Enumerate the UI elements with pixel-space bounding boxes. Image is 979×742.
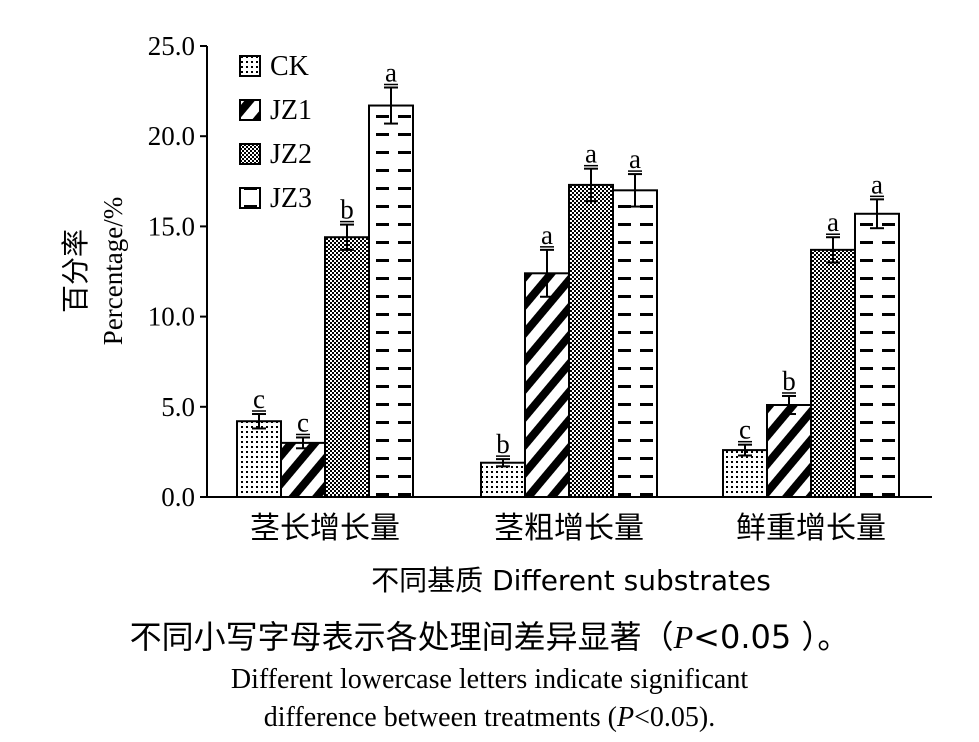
bar-jz1 <box>766 403 812 498</box>
legend-label-ck: CK <box>270 51 309 82</box>
bar-jz3 <box>854 212 900 498</box>
significance-letter: c <box>297 407 309 437</box>
caption-cn-p: P <box>673 619 694 655</box>
bar-jz1 <box>524 272 570 498</box>
caption-cn-text: 不同小写字母表示各处理间差异显著（ <box>129 618 674 656</box>
y-tick-label: 15.0 <box>148 211 195 241</box>
y-tick-label: 0.0 <box>161 482 195 512</box>
bar-ck <box>236 420 282 498</box>
bar-chart: 0.0 5.0 10.0 15.0 20.0 25.0 百分率 Percentage/% c b c… <box>59 31 932 597</box>
legend-label-jz1: JZ1 <box>270 95 312 126</box>
legend-swatch-jz1 <box>239 99 261 121</box>
legend: CK JZ1 JZ2 JZ3 <box>239 51 312 214</box>
bar-jz2 <box>324 236 370 498</box>
y-tick-label: 5.0 <box>161 392 195 422</box>
bar-jz2 <box>568 183 614 499</box>
x-tick-label: 鲜重增长量 <box>736 511 886 546</box>
x-tick-label: 茎粗增长量 <box>494 511 644 546</box>
bars <box>236 86 900 499</box>
bar-ck <box>722 449 768 499</box>
significance-letter: a <box>871 169 883 199</box>
legend-swatch-jz3 <box>239 187 261 209</box>
y-tick-label: 25.0 <box>148 31 195 61</box>
caption-en-tail: <0.05). <box>634 702 716 733</box>
significance-letter: b <box>782 366 796 396</box>
y-tick-label: 10.0 <box>148 302 195 332</box>
bar-jz3 <box>612 189 658 498</box>
legend-swatch-jz2 <box>239 143 261 165</box>
legend-label-jz3: JZ3 <box>270 183 312 214</box>
caption-english-line2: difference between treatments (P<0.05). <box>0 702 979 734</box>
caption-english-line1: Different lowercase letters indicate sig… <box>230 664 749 695</box>
significance-letter: c <box>253 384 265 414</box>
x-tick-label: 茎长增长量 <box>250 511 400 546</box>
significance-letter: a <box>585 139 597 169</box>
significance-letter: a <box>541 220 553 250</box>
bar-ck <box>480 461 526 498</box>
bar-jz3 <box>368 104 414 498</box>
bar-jz2 <box>810 248 856 498</box>
significance-letter: a <box>629 144 641 174</box>
y-axis-label-cn: 百分率 <box>59 229 92 313</box>
significance-letter: a <box>385 57 397 87</box>
x-axis-label: 不同基质 Different substrates <box>371 564 771 597</box>
significance-letter: c <box>739 415 751 445</box>
bar-jz1 <box>280 441 326 499</box>
y-axis-label-en: Percentage/% <box>98 197 128 345</box>
legend-label-jz2: JZ2 <box>270 139 312 170</box>
caption-cn-tail: <0.05 ）。 <box>693 618 850 656</box>
legend-swatch-ck <box>239 55 261 77</box>
significance-letter: b <box>340 195 354 225</box>
caption-en-p: P <box>616 702 635 733</box>
significance-letter: b <box>496 429 510 459</box>
tick-labels: 0.0 5.0 10.0 15.0 20.0 25.0 百分率 Percentage/% c b c… <box>59 31 886 597</box>
significance-letter: a <box>827 207 839 237</box>
y-tick-label: 20.0 <box>148 121 195 151</box>
caption-en-text: difference between treatments ( <box>263 702 617 733</box>
caption-chinese: 不同小写字母表示各处理间差异显著（P<0.05 ）。 <box>0 612 979 658</box>
